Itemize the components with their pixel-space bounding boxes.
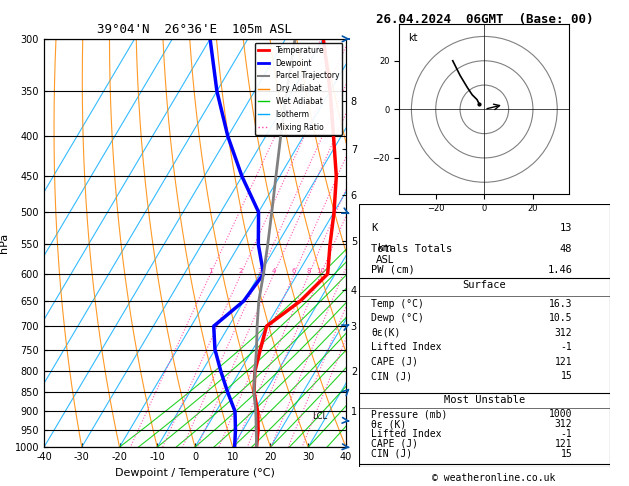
Text: Surface: Surface: [462, 280, 506, 291]
Text: CIN (J): CIN (J): [371, 449, 412, 459]
Text: kt: kt: [408, 33, 417, 43]
Text: 121: 121: [555, 439, 572, 449]
Text: Lifted Index: Lifted Index: [371, 429, 442, 439]
Text: Dewp (°C): Dewp (°C): [371, 313, 424, 323]
Text: 10: 10: [316, 268, 325, 274]
Text: © weatheronline.co.uk: © weatheronline.co.uk: [432, 473, 555, 483]
Text: 312: 312: [555, 419, 572, 429]
Y-axis label: hPa: hPa: [0, 233, 9, 253]
Text: 1.46: 1.46: [547, 265, 572, 275]
Text: CAPE (J): CAPE (J): [371, 439, 418, 449]
Text: 4: 4: [272, 268, 276, 274]
Text: 16.3: 16.3: [549, 299, 572, 309]
Text: 13: 13: [560, 223, 572, 233]
Text: 26.04.2024  06GMT  (Base: 00): 26.04.2024 06GMT (Base: 00): [376, 13, 593, 26]
Text: 2: 2: [239, 268, 243, 274]
Text: K: K: [371, 223, 377, 233]
X-axis label: Dewpoint / Temperature (°C): Dewpoint / Temperature (°C): [115, 468, 275, 478]
Text: 8: 8: [307, 268, 311, 274]
Text: 15: 15: [560, 449, 572, 459]
Text: LCL: LCL: [312, 412, 327, 421]
Text: 10.5: 10.5: [549, 313, 572, 323]
Text: Lifted Index: Lifted Index: [371, 342, 442, 352]
Text: Temp (°C): Temp (°C): [371, 299, 424, 309]
Text: 1: 1: [208, 268, 213, 274]
Text: Totals Totals: Totals Totals: [371, 244, 452, 254]
Text: PW (cm): PW (cm): [371, 265, 415, 275]
Text: θε (K): θε (K): [371, 419, 406, 429]
Text: 6: 6: [292, 268, 296, 274]
Text: 15: 15: [560, 371, 572, 381]
Text: CIN (J): CIN (J): [371, 371, 412, 381]
Text: -1: -1: [560, 342, 572, 352]
Text: θε(K): θε(K): [371, 328, 401, 338]
Text: 3: 3: [258, 268, 262, 274]
Text: -1: -1: [560, 429, 572, 439]
Legend: Temperature, Dewpoint, Parcel Trajectory, Dry Adiabat, Wet Adiabat, Isotherm, Mi: Temperature, Dewpoint, Parcel Trajectory…: [255, 43, 342, 135]
Title: 39°04'N  26°36'E  105m ASL: 39°04'N 26°36'E 105m ASL: [97, 23, 292, 36]
Text: CAPE (J): CAPE (J): [371, 357, 418, 366]
Text: 121: 121: [555, 357, 572, 366]
Text: 48: 48: [560, 244, 572, 254]
Y-axis label: km
ASL: km ASL: [376, 243, 394, 264]
Text: Most Unstable: Most Unstable: [443, 395, 525, 405]
Text: Pressure (mb): Pressure (mb): [371, 409, 447, 419]
Text: 312: 312: [555, 328, 572, 338]
Text: 1000: 1000: [549, 409, 572, 419]
